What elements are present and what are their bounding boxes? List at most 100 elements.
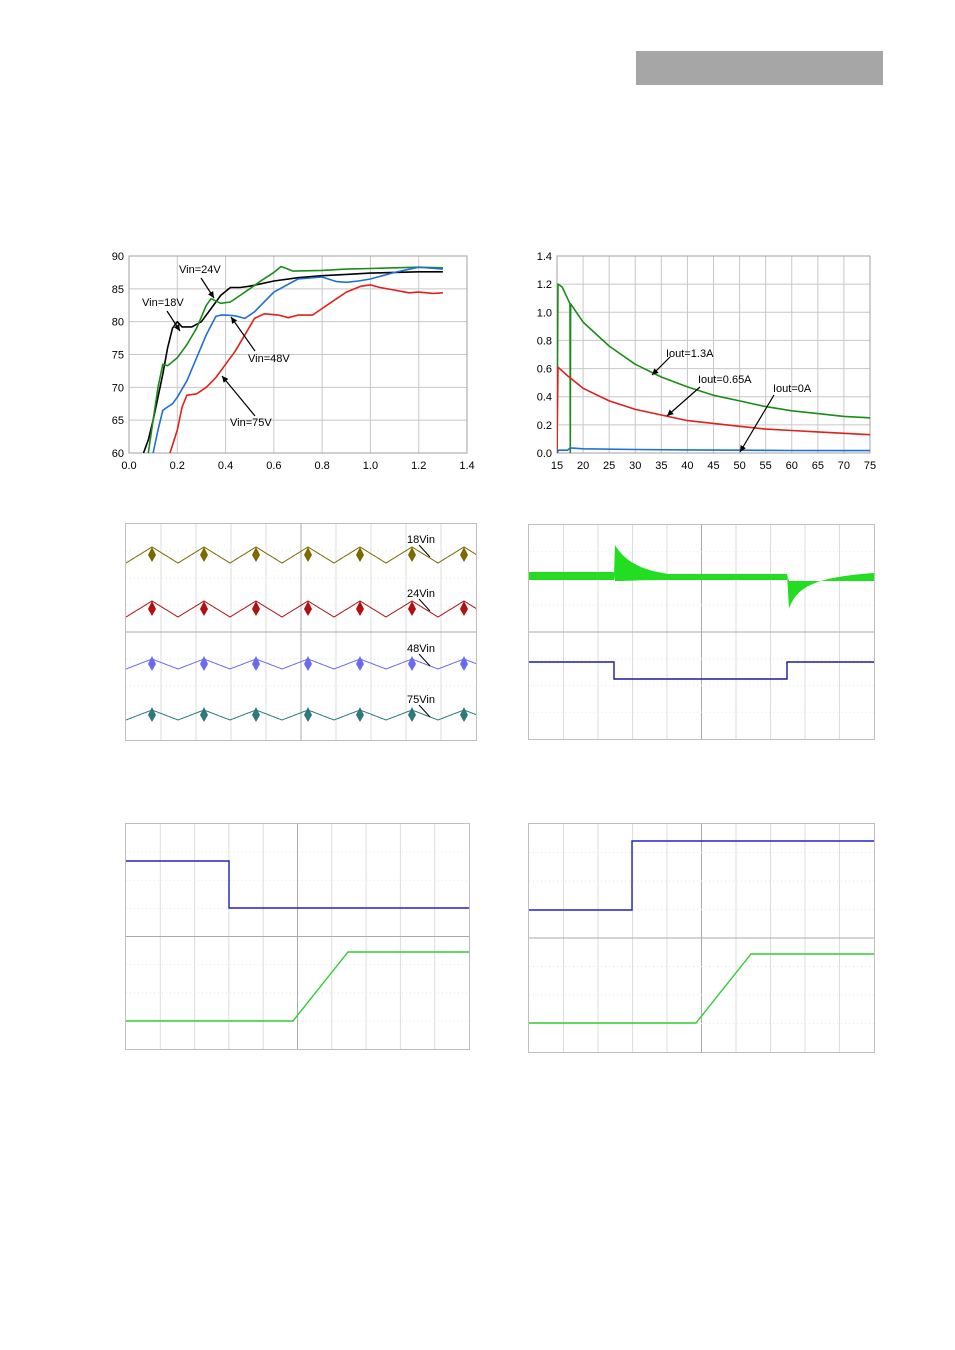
- ripple-spike: [304, 547, 312, 562]
- x-tick-label: 55: [760, 460, 772, 472]
- label-vin-48v: Vin=48V: [248, 353, 290, 365]
- ripple-spike: [460, 601, 468, 616]
- ripple-spike: [148, 656, 156, 671]
- label-leader: [418, 598, 431, 612]
- ripple-spike: [460, 547, 468, 562]
- plot-frame: [128, 255, 468, 454]
- y-tick-label: 1.4: [537, 251, 552, 263]
- label-vin-18v: Vin=18V: [142, 297, 184, 309]
- x-tick-label: 30: [629, 460, 641, 472]
- ripple-spike: [460, 656, 468, 671]
- ripple-spike: [304, 656, 312, 671]
- ripple-spike: [252, 601, 260, 616]
- series-iout-0-65a: [557, 366, 870, 453]
- y-tick-label: 0.4: [537, 392, 552, 404]
- series-vin-75v: [169, 284, 443, 453]
- ripple-spike: [304, 601, 312, 616]
- label-75vin: 75Vin: [407, 694, 435, 706]
- label-leader: [418, 544, 431, 558]
- y-tick-label: 0.6: [537, 364, 552, 376]
- ripple-spike: [200, 547, 208, 562]
- arrow-iout-0a-head: [740, 445, 746, 452]
- arrow-vin-48v: [230, 316, 256, 352]
- output-voltage-trace: [126, 951, 469, 1022]
- arrow-vin-75v-head: [222, 376, 229, 383]
- x-tick-label: 1.0: [363, 460, 378, 472]
- arrow-vin-75v: [221, 375, 256, 417]
- turn-off-scope: [125, 823, 470, 1050]
- undershoot-band: [787, 573, 874, 609]
- ripple-spike: [148, 547, 156, 562]
- ripple-trace-1: [126, 546, 476, 564]
- x-tick-label: 60: [786, 460, 798, 472]
- x-tick-label: 50: [733, 460, 745, 472]
- output-voltage-band: [529, 572, 614, 580]
- turn-on-scope: [528, 823, 875, 1053]
- ripple-spike: [408, 707, 416, 722]
- ripple-spike: [200, 601, 208, 616]
- ripple-spike: [200, 707, 208, 722]
- input-voltage-trace: [529, 840, 874, 911]
- ripple-spike: [408, 601, 416, 616]
- label-vin-75v: Vin=75V: [230, 417, 272, 429]
- label-leader: [418, 653, 431, 667]
- ripple-spike: [356, 707, 364, 722]
- ripple-trace-3: [126, 658, 476, 670]
- ripple-spike: [148, 707, 156, 722]
- x-tick-label: 1.4: [459, 460, 474, 472]
- label-24vin: 24Vin: [407, 588, 435, 600]
- arrow-iout-0-65a-head: [667, 409, 674, 416]
- y-tick-label: 90: [112, 251, 124, 263]
- x-tick-label: 75: [864, 460, 876, 472]
- ripple-spike: [200, 656, 208, 671]
- label-48vin: 48Vin: [407, 643, 435, 655]
- x-tick-label: 0.4: [218, 460, 233, 472]
- ripple-spike: [356, 547, 364, 562]
- y-tick-label: 0.8: [537, 335, 552, 347]
- ripple-spike: [408, 656, 416, 671]
- y-tick-label: 75: [112, 350, 124, 362]
- y-tick-label: 0.0: [537, 448, 552, 460]
- y-tick-label: 0.2: [537, 420, 552, 432]
- ripple-spike: [252, 707, 260, 722]
- input-voltage-trace: [126, 860, 469, 909]
- overshoot-band: [614, 545, 787, 581]
- x-tick-label: 40: [681, 460, 693, 472]
- label-iout-0a: Iout=0A: [773, 383, 812, 395]
- y-tick-label: 60: [112, 448, 124, 460]
- ripple-spike: [460, 707, 468, 722]
- x-tick-label: 1.2: [411, 460, 426, 472]
- transient-scope: [528, 524, 875, 740]
- y-tick-label: 1.0: [537, 307, 552, 319]
- x-tick-label: 35: [655, 460, 667, 472]
- series-vin-48v: [152, 266, 443, 453]
- y-tick-label: 65: [112, 415, 124, 427]
- y-tick-label: 85: [112, 284, 124, 296]
- x-tick-label: 0.0: [121, 460, 136, 472]
- x-tick-label: 0.2: [170, 460, 185, 472]
- series-vin-18v: [142, 271, 443, 453]
- label-leader: [418, 704, 431, 718]
- ripple-spike: [252, 656, 260, 671]
- x-tick-label: 0.6: [266, 460, 281, 472]
- y-tick-label: 80: [112, 317, 124, 329]
- ripple-spike: [408, 547, 416, 562]
- label-iout-0-65a: Iout=0.65A: [698, 374, 752, 386]
- ripple-spike: [148, 601, 156, 616]
- ripple-spike: [252, 547, 260, 562]
- x-tick-label: 15: [551, 460, 563, 472]
- x-tick-label: 45: [707, 460, 719, 472]
- label-18vin: 18Vin: [407, 534, 435, 546]
- arrow-iout-1-3a-head: [652, 368, 659, 375]
- output-voltage-trace: [529, 953, 874, 1024]
- load-current-trace: [529, 661, 874, 680]
- label-vin-24v: Vin=24V: [179, 264, 221, 276]
- efficiency-chart: 0.0 0.2 0.4 0.6 0.8 1.0 1.2 1.4 60 65 70 75 80 85 90 Vi…: [112, 251, 475, 472]
- arrow-iout-0-65a: [666, 386, 701, 417]
- label-iout-1-3a: Iout=1.3A: [666, 348, 714, 360]
- arrow-vin-48v-head: [231, 317, 238, 324]
- ripple-scope: 18Vin 24Vin 48Vin 75Vin: [125, 523, 477, 741]
- current-chart: 15 20 25 30 35 40 45 50 55 60 65 70 75 0.0 0.2 0.4 0.6 0.…: [537, 251, 876, 472]
- y-tick-label: 1.2: [537, 279, 552, 291]
- series-iout-0a: [557, 447, 870, 453]
